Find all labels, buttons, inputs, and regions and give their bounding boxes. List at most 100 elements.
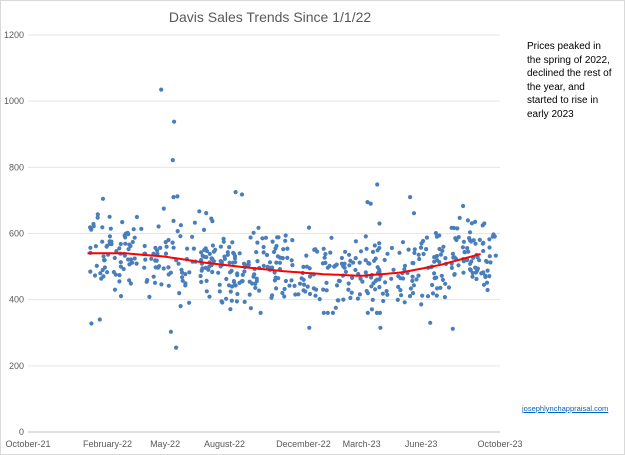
data-point [433,231,438,236]
data-point [149,256,154,261]
data-point [372,243,377,248]
data-point [383,280,388,285]
data-point [261,250,266,255]
data-point [217,282,222,287]
data-point [425,294,431,299]
data-point [391,267,396,272]
data-point [271,249,277,255]
data-point [107,214,112,219]
data-point [209,216,214,221]
data-point [369,284,374,289]
data-point [412,250,417,255]
data-point [348,295,353,300]
data-point [159,87,164,92]
data-point [100,239,105,244]
data-point [410,278,415,283]
data-point [224,296,229,301]
data-point [107,234,112,239]
data-point [283,233,288,238]
data-point [97,317,102,322]
data-point [474,276,479,282]
data-point [357,260,362,265]
data-point [197,209,202,214]
data-point [399,293,404,298]
data-point [370,297,375,302]
data-point [384,289,389,294]
data-point [183,272,188,277]
data-point [183,283,188,288]
data-point [473,241,478,246]
data-point [108,226,113,231]
data-point [157,264,162,269]
data-point [224,276,229,282]
data-point [470,274,475,279]
data-point [166,265,171,270]
data-point [466,249,471,254]
data-point [347,263,352,268]
data-point [121,266,126,272]
data-point [153,265,158,270]
data-point [461,203,466,209]
data-point [112,287,118,292]
data-point [473,219,478,224]
data-point [487,254,492,259]
data-point [248,235,253,240]
data-point [109,239,114,244]
data-point [401,276,406,281]
data-point [228,289,233,294]
y-tick-label: 1000 [4,96,24,106]
data-point [161,206,166,211]
data-point [457,215,462,220]
data-point [253,281,258,286]
data-point [227,245,232,250]
data-point [242,269,247,274]
data-point [301,282,307,287]
data-point [364,288,369,294]
data-point [242,299,247,304]
data-point [454,237,459,243]
source-link[interactable]: josephlynchappraisal.com [522,404,609,413]
data-point [229,268,234,273]
data-point [130,239,135,245]
data-point [202,254,207,259]
data-point [297,281,303,286]
data-point [432,259,437,264]
data-point [113,272,118,277]
data-point [408,195,413,200]
data-point [171,195,176,200]
data-point [282,286,287,292]
data-point [285,255,290,260]
data-point [274,286,279,291]
data-point [410,260,415,266]
data-point [373,278,378,283]
data-point [93,244,98,249]
data-point [204,278,209,283]
data-point [406,247,411,252]
data-point [252,272,257,277]
data-point [439,273,444,278]
y-tick-label: 200 [9,361,24,371]
data-point [142,243,147,249]
data-point [460,245,465,250]
data-point [221,239,226,244]
y-tick-label: 400 [9,295,24,305]
data-point [450,251,455,256]
data-point [343,269,348,274]
data-point [139,226,144,231]
data-point [178,234,183,239]
data-point [201,227,207,232]
data-point [353,256,358,261]
data-point [153,258,158,263]
data-point [158,245,163,250]
data-point [435,286,440,291]
data-point [120,220,125,225]
data-point [147,294,152,299]
data-point [233,190,238,195]
data-point [100,267,105,273]
data-point [395,297,400,302]
data-point [230,240,235,245]
data-point [368,201,373,206]
data-point [307,325,312,330]
data-point [480,223,485,228]
data-point [484,259,489,264]
